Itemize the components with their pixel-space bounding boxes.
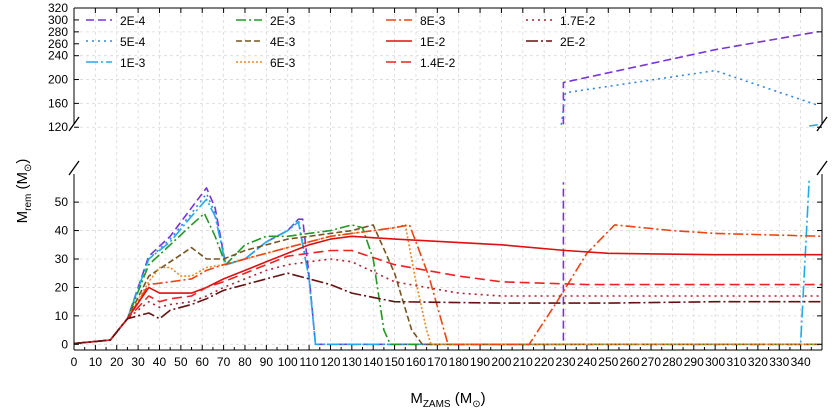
x-tick-label: 340 [791, 355, 811, 369]
series-line-1.7E-2 [73, 258, 822, 345]
legend-label-6E-3: 6E-3 [270, 56, 296, 70]
x-tick-label: 280 [662, 355, 682, 369]
y-tick-label: 260 [48, 37, 68, 51]
x-tick-label: 240 [577, 355, 597, 369]
x-tick-label: 110 [300, 355, 319, 369]
y-tick-label: 160 [48, 96, 68, 110]
x-axis-title: MZAMS (M⊙) [410, 390, 485, 410]
series-group [73, 31, 823, 346]
x-tick-label: 220 [534, 355, 554, 369]
x-tick-label: 300 [705, 355, 725, 369]
y-tick-label: 240 [48, 49, 68, 63]
series-line-8E-3 [73, 224, 823, 346]
legend-label-4E-3: 4E-3 [270, 35, 296, 49]
y-tick-label: 40 [55, 224, 69, 238]
series-line-4E-3 [73, 224, 822, 346]
x-tick-label: 330 [769, 355, 789, 369]
legend-label-2E-4: 2E-4 [120, 14, 146, 28]
x-tick-label: 90 [260, 355, 274, 369]
x-tick-label: 80 [238, 355, 252, 369]
x-tick-label: 210 [513, 355, 533, 369]
legend-label-1E-3: 1E-3 [120, 56, 146, 70]
y-tick-label: 20 [55, 280, 69, 294]
x-tick-label: 270 [641, 355, 661, 369]
x-tick-label: 100 [278, 355, 298, 369]
legend: 2E-4 5E-4 1E-3 2E-3 4E-3 6E-3 8E-3 1E-2 1.4E-2 1.… [86, 14, 596, 70]
x-tick-label: 180 [449, 355, 469, 369]
x-tick-label: 50 [174, 355, 188, 369]
x-tick-label: 150 [385, 355, 405, 369]
x-tick-label: 20 [110, 355, 124, 369]
y-tick-label: 300 [48, 13, 68, 27]
x-tick-label: 70 [217, 355, 231, 369]
x-tick-label: 230 [556, 355, 576, 369]
x-tick-label: 0 [71, 355, 78, 369]
legend-label-5E-4: 5E-4 [120, 35, 146, 49]
series-line-2E-3 [73, 212, 822, 346]
x-tick-label: 250 [598, 355, 618, 369]
x-tick-label: 160 [406, 355, 426, 369]
legend-label-2E-3: 2E-3 [270, 14, 296, 28]
y-tick-label: 30 [55, 252, 69, 266]
x-tick-label: 260 [620, 355, 640, 369]
legend-label-1.4E-2: 1.4E-2 [420, 56, 456, 70]
series-line-1E-2 [73, 235, 822, 345]
y-tick-label: 10 [55, 309, 69, 323]
x-tick-label: 290 [684, 355, 704, 369]
y-tick-label: 280 [48, 25, 68, 39]
legend-label-2E-2: 2E-2 [560, 35, 586, 49]
x-tick-label: 190 [470, 355, 490, 369]
series-line-1E-3 [809, 124, 818, 127]
x-tick-label: 320 [748, 355, 768, 369]
series-line-1.4E-2 [73, 249, 822, 345]
axis-break-mark [816, 160, 828, 176]
legend-label-8E-3: 8E-3 [420, 14, 446, 28]
series-line-2E-2 [73, 272, 822, 345]
series-line-6E-3 [73, 224, 822, 346]
x-tick-label: 310 [726, 355, 746, 369]
legend-label-1.7E-2: 1.7E-2 [560, 14, 596, 28]
x-tick-label: 120 [320, 355, 340, 369]
y-tick-label: 120 [48, 120, 68, 134]
y-tick-label: 200 [48, 73, 68, 87]
x-tick-label: 40 [153, 355, 167, 369]
y-tick-label: 320 [48, 1, 68, 15]
x-tick-label: 10 [89, 355, 103, 369]
axes: 0 10 20 30 40 50 60 70 80 90 100 110 120 130 140 150 160… [48, 1, 828, 369]
x-tick-label: 200 [491, 355, 511, 369]
x-tick-label: 130 [342, 355, 362, 369]
x-tick-label: 170 [427, 355, 447, 369]
plot-background [74, 8, 822, 350]
x-tick-label: 140 [363, 355, 383, 369]
y-tick-label: 0 [61, 337, 68, 351]
y-axis-title: Mrem (M⊙) [14, 159, 34, 224]
x-tick-label: 60 [196, 355, 210, 369]
axis-break-mark [68, 116, 80, 132]
axis-break-mark [816, 116, 828, 132]
axis-break-mark [68, 160, 80, 176]
x-tick-label: 30 [131, 355, 145, 369]
legend-label-1E-2: 1E-2 [420, 35, 446, 49]
y-tick-label: 50 [55, 195, 69, 209]
